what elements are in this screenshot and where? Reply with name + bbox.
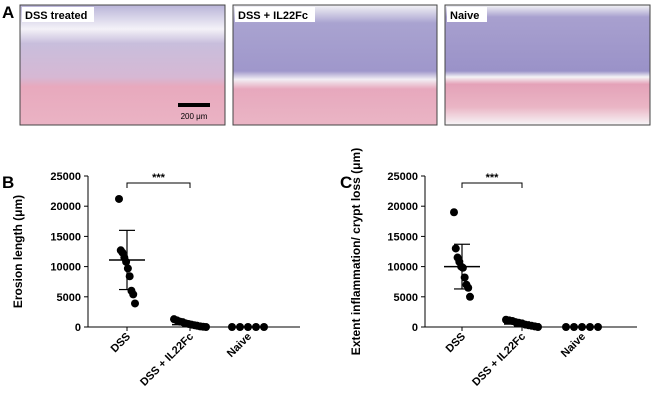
x-tick-label: DSS + IL22Fc	[138, 331, 196, 389]
x-tick-label: DSS	[109, 331, 133, 355]
y-tick-label: 5000	[394, 292, 418, 304]
significance-bracket	[126, 182, 191, 188]
y-tick-label: 25000	[387, 171, 418, 183]
scale-label: 200 μm	[181, 112, 208, 121]
y-tick-label: 5000	[57, 292, 81, 304]
scale-bar	[178, 103, 210, 107]
y-tick-label: 25000	[50, 171, 81, 183]
data-point	[534, 323, 542, 331]
panel-label: A	[2, 3, 14, 22]
significance: ***	[152, 172, 166, 184]
data-point	[450, 208, 458, 217]
label-bg	[22, 7, 94, 22]
data-point	[460, 273, 469, 282]
significance: ***	[486, 172, 500, 184]
data-point	[466, 292, 474, 301]
panel-label: B	[2, 173, 14, 192]
image-label: Naive	[450, 10, 479, 22]
x-tick-label: DSS + IL22Fc	[470, 331, 528, 389]
x-tick-label: Naive	[225, 331, 254, 360]
y-tick-label: 10000	[387, 262, 418, 274]
data-point	[129, 290, 138, 299]
panel-label: C	[340, 173, 352, 192]
label-bg	[235, 7, 315, 22]
y-tick-label: 15000	[387, 231, 418, 243]
y-tick-label: 20000	[50, 201, 81, 213]
y-tick-label: 0	[75, 322, 81, 334]
image	[232, 4, 438, 126]
y-axis-label: Erosion length (μm)	[11, 195, 25, 308]
x-tick-label: DSS	[444, 331, 468, 355]
data-point	[464, 283, 473, 292]
data-point	[125, 272, 134, 281]
data-point	[458, 263, 467, 272]
data-point	[451, 244, 460, 253]
x-tick-label: Naive	[559, 331, 588, 360]
image-label: DSS treated	[25, 10, 87, 22]
significance-bracket	[461, 182, 523, 188]
y-tick-label: 20000	[387, 201, 418, 213]
image	[444, 4, 651, 126]
label-bg	[447, 7, 487, 22]
y-tick-label: 15000	[50, 231, 81, 243]
image-label: DSS + IL22Fc	[238, 10, 308, 22]
y-tick-label: 0	[412, 322, 418, 334]
y-tick-label: 10000	[50, 262, 81, 274]
data-point	[131, 299, 139, 308]
histology-images: DSS treated DSS + IL22Fc Naive 200 μm	[19, 4, 651, 126]
y-axis-label: Extent inflammation/ crypt loss (μm)	[349, 148, 363, 355]
data-point	[115, 194, 123, 203]
data-point	[123, 264, 132, 273]
